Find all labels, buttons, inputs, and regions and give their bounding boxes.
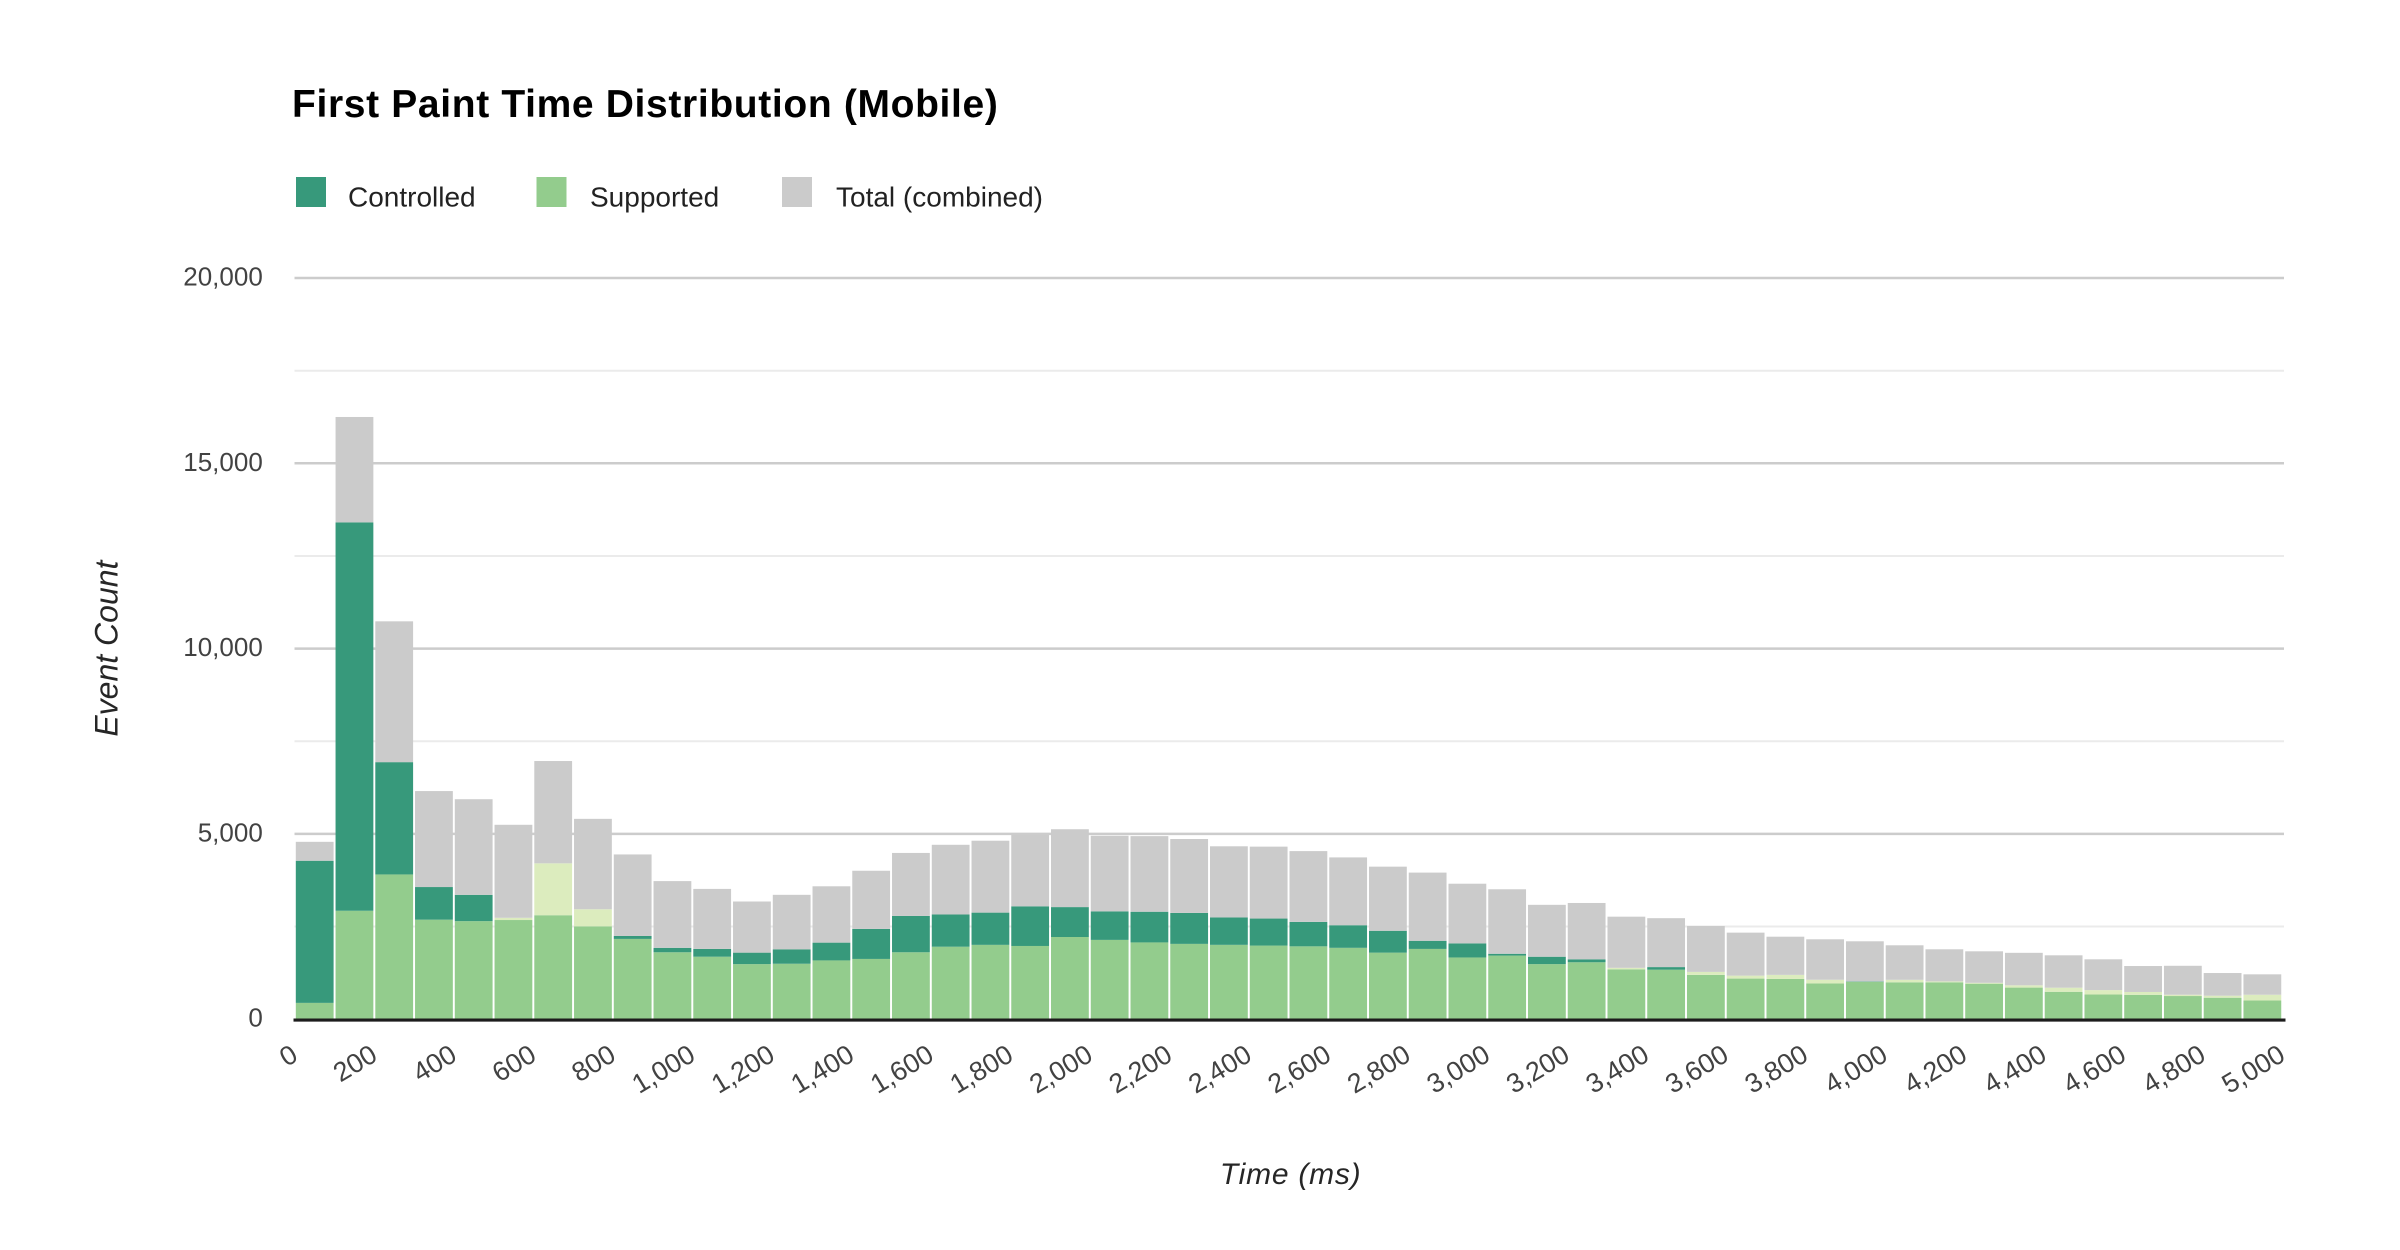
svg-text:Total (combined): Total (combined) [836,182,1043,213]
svg-text:10,000: 10,000 [183,632,263,662]
svg-text:0: 0 [248,1003,262,1033]
svg-text:First Paint Time Distribution: First Paint Time Distribution (Mobile) [292,83,999,126]
svg-text:5,000: 5,000 [198,817,263,847]
svg-text:Time (ms): Time (ms) [1220,1158,1361,1191]
svg-text:Supported: Supported [590,182,719,213]
svg-text:20,000: 20,000 [183,262,263,292]
svg-text:Controlled: Controlled [348,182,476,213]
svg-text:15,000: 15,000 [183,447,263,477]
svg-text:Event Count: Event Count [89,559,125,736]
